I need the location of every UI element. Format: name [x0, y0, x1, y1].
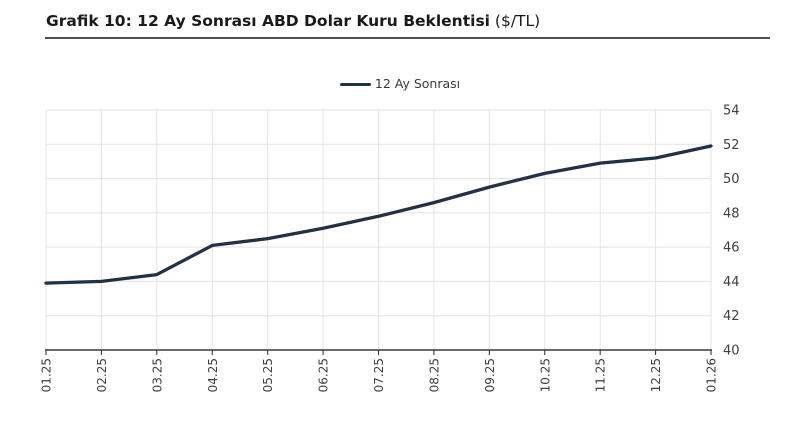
legend-label: 12 Ay Sonrası [374, 76, 461, 91]
x-tick-label: 09.25 [483, 358, 497, 392]
legend-line-swatch [339, 82, 371, 86]
x-tick-label: 04.25 [206, 358, 220, 392]
x-tick-label: 05.25 [261, 358, 275, 392]
y-tick-label: 42 [723, 309, 740, 324]
series-line-12-ay-sonrasi [44, 144, 713, 285]
x-tick-label: 08.25 [427, 358, 441, 392]
x-tick-label: 06.25 [317, 358, 331, 392]
legend: 12 Ay Sonrası [0, 76, 800, 91]
title-underline [45, 37, 770, 39]
y-tick-label: 50 [723, 172, 740, 187]
y-tick-label: 52 [723, 138, 740, 153]
chart-title-main: Grafik 10: 12 Ay Sonrası ABD Dolar Kuru … [46, 12, 490, 30]
x-tick-label: 02.25 [95, 358, 109, 392]
x-tick-label: 01.26 [705, 358, 719, 392]
x-tick-label: 11.25 [594, 358, 608, 392]
x-tick-label: 01.25 [40, 358, 54, 392]
x-tick-label: 07.25 [372, 358, 386, 392]
y-tick-label: 46 [723, 241, 740, 256]
x-tick-label: 03.25 [150, 358, 164, 392]
y-tick-label: 40 [723, 344, 740, 359]
y-tick-label: 54 [723, 104, 740, 119]
y-tick-label: 48 [723, 206, 740, 221]
x-tick-label: 12.25 [649, 358, 663, 392]
x-tick-label: 10.25 [538, 358, 552, 392]
chart-title-unit: ($/TL) [489, 12, 541, 30]
chart-title: Grafik 10: 12 Ay Sonrası ABD Dolar Kuru … [46, 12, 540, 30]
y-tick-label: 44 [723, 275, 740, 290]
